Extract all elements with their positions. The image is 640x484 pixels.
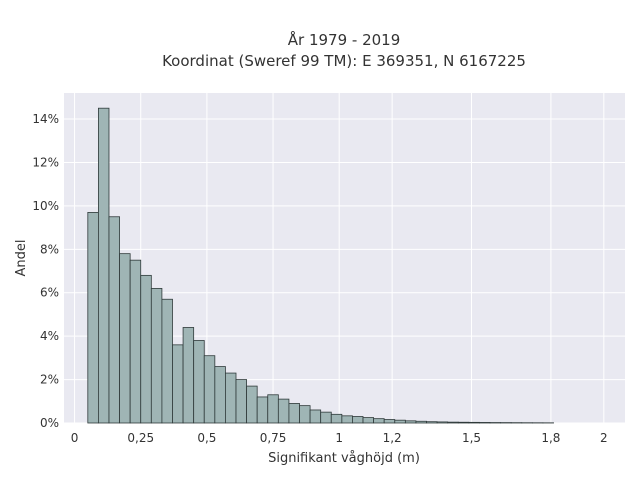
histogram-bar: [289, 403, 300, 423]
chart-title-line-1: År 1979 - 2019: [288, 30, 401, 49]
chart-title-line-2: Koordinat (Sweref 99 TM): E 369351, N 61…: [162, 52, 526, 70]
histogram-bar: [300, 406, 311, 423]
histogram-bar: [310, 410, 321, 423]
x-tick-label: 1,2: [383, 431, 402, 445]
histogram-bar: [120, 254, 131, 423]
y-tick-label: 10%: [32, 199, 59, 213]
histogram-bar: [225, 373, 236, 423]
histogram-bar: [331, 414, 342, 423]
histogram-bar: [183, 327, 194, 423]
histogram-bar: [469, 422, 480, 423]
x-tick-label: 1,8: [541, 431, 560, 445]
histogram-bar: [352, 416, 363, 423]
histogram-bar: [109, 217, 120, 423]
histogram-bar: [236, 380, 247, 423]
x-tick-label: 0,5: [197, 431, 216, 445]
histogram-bar: [247, 386, 258, 423]
histogram-bar: [141, 275, 152, 423]
x-tick-label: 0: [71, 431, 79, 445]
histogram-bar: [416, 421, 427, 423]
x-tick-label: 2: [600, 431, 608, 445]
x-tick-label: 0,25: [127, 431, 154, 445]
histogram-bar: [98, 108, 109, 423]
histogram-bar: [395, 420, 406, 423]
histogram-bar: [448, 422, 459, 423]
histogram-bar: [257, 397, 268, 423]
histogram-bar: [427, 422, 438, 423]
histogram-bar: [88, 212, 99, 423]
histogram-bar: [172, 345, 183, 423]
histogram-bar: [458, 422, 469, 423]
histogram-bar: [162, 299, 173, 423]
y-tick-label: 4%: [40, 329, 59, 343]
x-tick-label: 0,75: [260, 431, 287, 445]
y-axis-title: Andel: [14, 240, 29, 277]
histogram-bar: [321, 412, 332, 423]
y-axis-ticks: 0% 2% 4% 6% 8% 10% 12% 14%: [32, 112, 59, 430]
x-axis-title: Signifikant våghöjd (m): [268, 451, 420, 466]
x-tick-label: 1: [335, 431, 343, 445]
histogram-bar: [437, 422, 448, 423]
y-tick-label: 2%: [40, 373, 59, 387]
histogram-bar: [342, 416, 353, 423]
y-tick-label: 0%: [40, 416, 59, 430]
y-tick-label: 6%: [40, 286, 59, 300]
histogram-bar: [384, 420, 395, 423]
histogram-bar: [405, 421, 416, 423]
x-tick-label: 1,5: [462, 431, 481, 445]
histogram-bar: [479, 422, 490, 423]
histogram-bar: [268, 395, 279, 423]
histogram-bar: [363, 418, 374, 423]
x-axis-ticks: 0 0,25 0,5 0,75 1 1,2 1,5 1,8 2: [71, 431, 608, 445]
histogram-bar: [278, 399, 289, 423]
y-tick-label: 12%: [32, 155, 59, 169]
y-tick-label: 8%: [40, 242, 59, 256]
histogram-bar: [130, 260, 141, 423]
y-tick-label: 14%: [32, 112, 59, 126]
histogram-bar: [194, 341, 205, 424]
histogram-bar: [215, 367, 226, 423]
histogram-bar: [204, 356, 215, 423]
histogram-bar: [151, 288, 162, 423]
histogram-bar: [374, 419, 385, 423]
